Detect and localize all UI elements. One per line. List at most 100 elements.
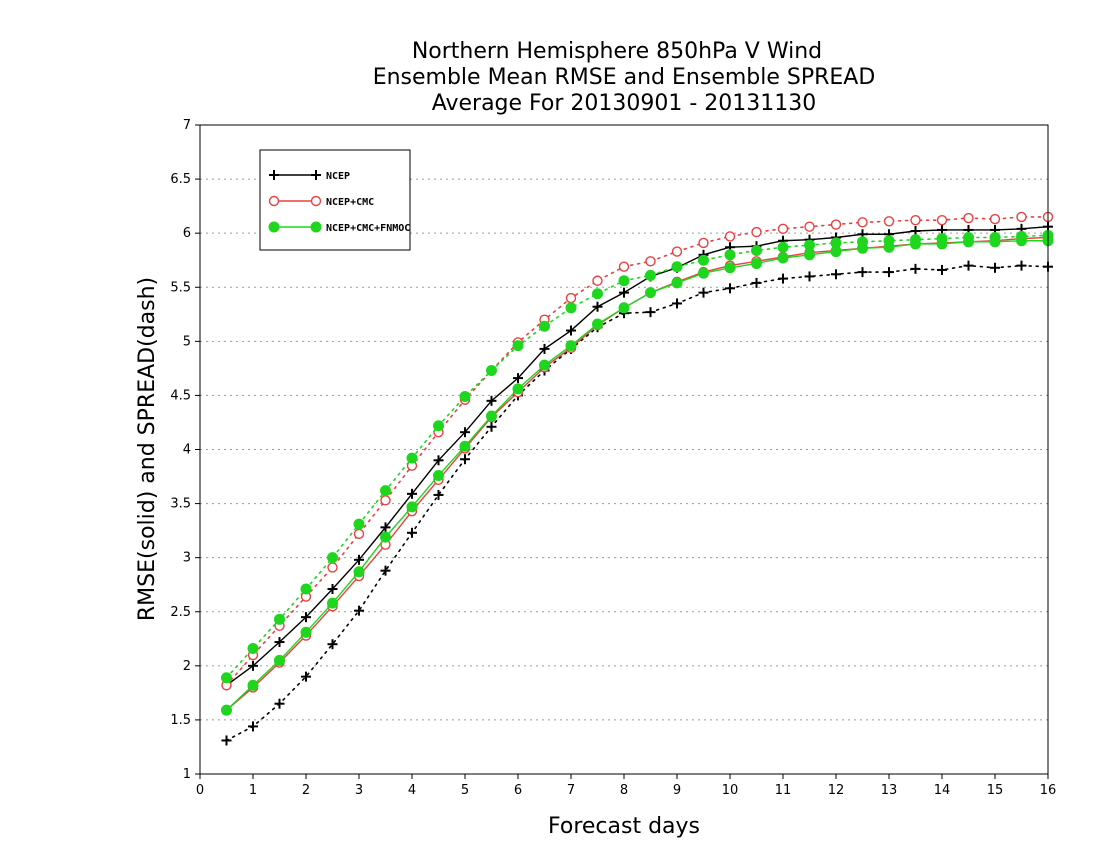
x-tick-label: 0 bbox=[196, 783, 204, 798]
series-ncep-cmc bbox=[221, 211, 1054, 716]
y-tick-label: 1.5 bbox=[170, 713, 191, 728]
rmse-point-ncep bbox=[460, 427, 470, 438]
spread-point-ncep bbox=[672, 298, 682, 309]
spread-point-ncep-cmc-fnmoc bbox=[274, 613, 285, 625]
rmse-point-ncep-cmc-fnmoc bbox=[512, 383, 524, 395]
x-tick-label: 2 bbox=[302, 783, 310, 798]
x-tick-label: 1 bbox=[249, 783, 257, 798]
x-tick-label: 10 bbox=[722, 783, 739, 798]
legend-marker bbox=[310, 221, 322, 233]
rmse-point-ncep-cmc-fnmoc bbox=[274, 654, 285, 666]
y-tick-label: 3 bbox=[183, 551, 191, 566]
legend-label: NCEP+CMC bbox=[326, 197, 374, 208]
rmse-point-ncep bbox=[354, 554, 364, 565]
chart-title-line-1: Northern Hemisphere 850hPa V Wind bbox=[412, 39, 822, 64]
rmse-point-ncep-cmc-fnmoc bbox=[459, 440, 471, 452]
rmse-point-ncep-cmc-fnmoc bbox=[1016, 235, 1027, 247]
rmse-point-ncep-cmc-fnmoc bbox=[592, 318, 603, 330]
spread-point-ncep bbox=[645, 307, 656, 318]
rmse-point-ncep-cmc-fnmoc bbox=[883, 241, 895, 253]
spread-point-ncep-cmc bbox=[1016, 211, 1027, 223]
spread-point-ncep-cmc bbox=[618, 261, 630, 272]
spread-point-ncep-cmc-fnmoc bbox=[804, 239, 815, 251]
spread-point-ncep-cmc-fnmoc bbox=[247, 643, 259, 655]
y-tick-label: 2.5 bbox=[170, 605, 191, 620]
y-tick-label: 5 bbox=[183, 334, 191, 349]
rmse-point-ncep-cmc-fnmoc bbox=[910, 238, 921, 250]
spread-point-ncep bbox=[221, 735, 232, 746]
spread-point-ncep bbox=[725, 283, 735, 294]
spread-point-ncep bbox=[1016, 260, 1027, 271]
spread-point-ncep-cmc bbox=[910, 214, 921, 226]
rmse-point-ncep-cmc-fnmoc bbox=[804, 249, 815, 261]
spread-line-ncep bbox=[225, 264, 1049, 742]
rmse-line-ncep bbox=[226, 225, 1049, 686]
rmse-point-ncep bbox=[380, 522, 391, 533]
x-tick-label: 8 bbox=[620, 783, 628, 798]
spread-point-ncep-cmc bbox=[777, 223, 789, 235]
rmse-point-ncep-cmc-fnmoc bbox=[724, 262, 736, 274]
rmse-point-ncep bbox=[619, 287, 629, 298]
y-tick-label: 7 bbox=[183, 118, 191, 133]
spread-point-ncep-cmc-fnmoc bbox=[459, 390, 471, 402]
spread-point-ncep-cmc-fnmoc bbox=[751, 244, 762, 256]
series-layer bbox=[221, 211, 1054, 746]
spread-point-ncep-cmc bbox=[353, 528, 365, 540]
spread-point-ncep-cmc-fnmoc bbox=[645, 269, 656, 281]
rmse-point-ncep-cmc-fnmoc bbox=[936, 238, 948, 250]
legend-marker bbox=[268, 195, 280, 207]
y-tick-label: 5.5 bbox=[170, 280, 191, 295]
rmse-line-ncep-cmc bbox=[226, 236, 1049, 711]
rmse-point-ncep bbox=[327, 584, 338, 595]
x-tick-label: 13 bbox=[881, 783, 898, 798]
rmse-point-ncep-cmc-fnmoc bbox=[565, 340, 577, 352]
spread-point-ncep-cmc bbox=[963, 212, 974, 224]
plot-frame bbox=[199, 124, 1049, 775]
rmse-point-ncep bbox=[433, 455, 444, 466]
x-tick-label: 11 bbox=[775, 783, 792, 798]
spread-point-ncep-cmc-fnmoc bbox=[300, 583, 312, 595]
series-ncep bbox=[221, 221, 1053, 746]
rmse-point-ncep-cmc-fnmoc bbox=[777, 252, 789, 264]
y-tick-label: 1 bbox=[183, 767, 191, 782]
rmse-point-ncep-cmc-fnmoc bbox=[830, 246, 842, 258]
legend-label: NCEP bbox=[326, 171, 350, 182]
spread-point-ncep bbox=[460, 454, 470, 465]
spread-point-ncep bbox=[884, 267, 894, 278]
rmse-point-ncep bbox=[248, 660, 258, 671]
y-tick-label: 2 bbox=[183, 659, 191, 674]
spread-point-ncep bbox=[751, 277, 762, 288]
legend-entry-ncep-cmc-fnmoc: NCEP+CMC+FNMOC bbox=[268, 221, 410, 234]
spread-point-ncep-cmc-fnmoc bbox=[698, 254, 709, 266]
rmse-point-ncep-cmc-fnmoc bbox=[221, 704, 232, 716]
spread-point-ncep-cmc bbox=[857, 217, 868, 228]
x-tick-label: 3 bbox=[355, 783, 363, 798]
rmse-point-ncep-cmc-fnmoc bbox=[671, 277, 683, 289]
y-tick-label: 6 bbox=[183, 226, 191, 241]
rmse-point-ncep bbox=[513, 373, 523, 384]
spread-point-ncep bbox=[910, 263, 921, 274]
spread-point-ncep bbox=[937, 264, 947, 275]
y-tick-label: 4 bbox=[183, 443, 191, 458]
spread-point-ncep bbox=[831, 269, 841, 280]
spread-point-ncep-cmc bbox=[989, 213, 1001, 225]
rmse-point-ncep bbox=[539, 343, 550, 354]
rmse-point-ncep-cmc-fnmoc bbox=[433, 469, 444, 481]
legend-marker bbox=[268, 221, 280, 233]
spread-point-ncep bbox=[433, 489, 444, 500]
spread-point-ncep-cmc-fnmoc bbox=[777, 241, 789, 253]
x-tick-label: 12 bbox=[828, 783, 845, 798]
spread-point-ncep-cmc bbox=[883, 216, 895, 227]
spread-point-ncep-cmc bbox=[645, 256, 656, 267]
series-ncep-cmc-fnmoc bbox=[221, 229, 1054, 716]
spread-point-ncep-cmc bbox=[751, 226, 762, 238]
spread-point-ncep-cmc bbox=[936, 214, 948, 226]
x-tick-label: 15 bbox=[987, 783, 1004, 798]
rmse-point-ncep bbox=[301, 612, 311, 623]
legend-entry-ncep: NCEP bbox=[269, 170, 350, 182]
y-tick-label: 4.5 bbox=[170, 388, 191, 403]
rmse-point-ncep-cmc-fnmoc bbox=[247, 679, 259, 691]
spread-point-ncep bbox=[274, 698, 285, 709]
legend-label: NCEP+CMC+FNMOC bbox=[326, 223, 410, 234]
